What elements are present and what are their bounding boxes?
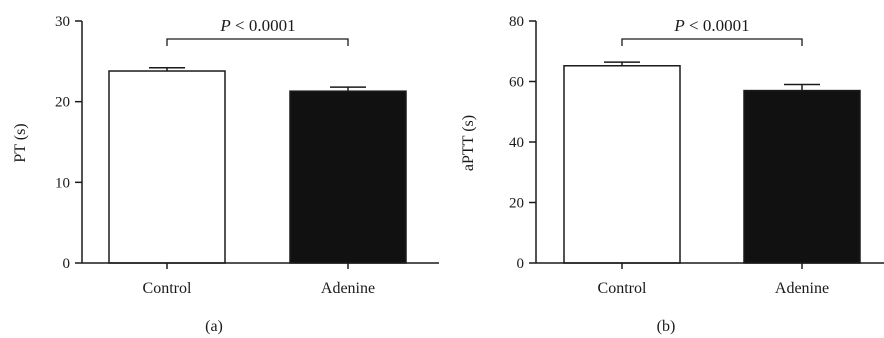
panel-a: PT (s) 0 10 20 30 Control Adenine P < 0.0001…: [12, 14, 439, 335]
bar-adenine: [289, 90, 407, 264]
bar-adenine: [743, 89, 861, 264]
bars-b: [563, 65, 861, 264]
bars-a: [108, 70, 407, 264]
y-tick-label: 40: [509, 135, 524, 151]
p-value-label-b: P < 0.0001: [673, 16, 749, 35]
y-tick-label: 0: [517, 256, 525, 272]
x-category-label: Control: [598, 280, 647, 297]
x-category-label: Adenine: [321, 280, 375, 297]
x-category-label: Adenine: [775, 280, 829, 297]
significance-bracket-a: [166, 38, 349, 46]
error-bars-b: [604, 61, 820, 91]
y-axis-title-a: PT (s): [12, 123, 29, 162]
p-value-label-a: P < 0.0001: [219, 16, 295, 35]
y-tick-label: 0: [63, 256, 71, 272]
p-threshold-b: < 0.0001: [685, 16, 750, 35]
p-threshold-a: < 0.0001: [231, 16, 296, 35]
x-category-label: Control: [143, 280, 192, 297]
y-tick-label: 20: [55, 95, 70, 111]
y-tick-label: 80: [509, 14, 524, 30]
y-tick-label: 10: [55, 175, 70, 191]
panel-b: aPTT (s) 0 20 40 60 80 Control Adenine P < 0.…: [460, 14, 884, 335]
error-bars-a: [149, 67, 366, 92]
p-symbol-b: P: [673, 16, 684, 35]
y-ticks-a: 0 10 20 30: [55, 14, 82, 272]
y-tick-label: 20: [509, 196, 524, 212]
y-axis-title-b: aPTT (s): [460, 115, 477, 171]
bar-control: [108, 70, 226, 264]
panel-label-a: (a): [205, 318, 223, 335]
y-tick-label: 30: [55, 14, 70, 30]
bar-control: [563, 65, 681, 264]
significance-bracket-b: [621, 38, 803, 46]
x-categories-a: Control Adenine: [143, 263, 375, 297]
x-categories-b: Control Adenine: [598, 263, 829, 297]
p-symbol-a: P: [219, 16, 230, 35]
y-ticks-b: 0 20 40 60 80: [509, 14, 536, 272]
y-tick-label: 60: [509, 75, 524, 91]
panel-label-b: (b): [657, 318, 676, 335]
